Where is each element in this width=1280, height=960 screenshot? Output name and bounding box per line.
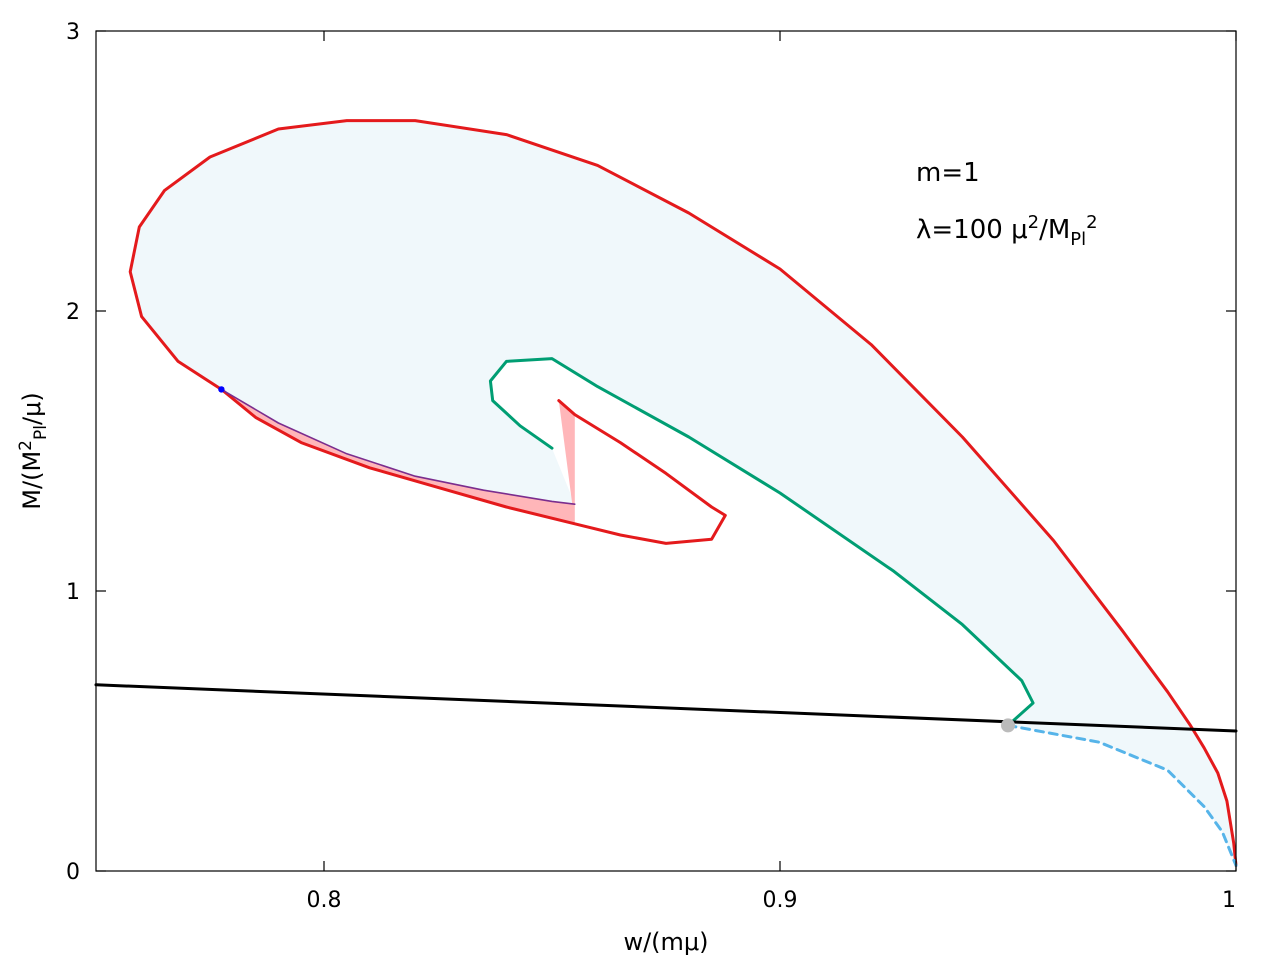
y-axis-label: M/(M2Pl/μ) [16, 392, 51, 509]
y-axis-label-pre: M/(M [18, 451, 46, 510]
shaded-region [130, 120, 1237, 866]
y-axis-label-sup: 2 [16, 440, 36, 451]
annotation-lambda-part-3: /M [1039, 215, 1070, 245]
annotation-lambda: λ=100 μ2/MPl2 [916, 212, 1098, 250]
gray-point [1001, 718, 1015, 733]
y-tick-label-0: 0 [66, 860, 80, 885]
fill-regions [130, 120, 1237, 866]
y-tick-label-1: 1 [66, 580, 80, 605]
blue-point [218, 386, 225, 393]
x-tick-label-1: 0.9 [763, 888, 798, 913]
series-red-outer [128, 119, 1238, 867]
series-red-inner [219, 387, 727, 545]
series-purple [220, 388, 576, 505]
point-markers [218, 386, 1015, 733]
axis-ticks: 0.8 0.9 1 0 1 2 3 [66, 20, 1237, 913]
x-tick-label-2: 1 [1222, 888, 1236, 913]
series-lines [94, 119, 1238, 867]
x-tick-label-0: 0.8 [307, 888, 342, 913]
annotation-lambda-part-5: 2 [1086, 212, 1097, 233]
series-green [488, 357, 1035, 727]
annotation-m: m=1 [916, 158, 980, 188]
pink-region [221, 389, 575, 524]
annotation-lambda-part-2: 2 [1028, 212, 1039, 233]
annotation-lambda-part-4: Pl [1070, 229, 1086, 250]
annotation-lambda-part-1: λ=100 μ [916, 215, 1028, 245]
y-tick-label-3: 3 [66, 20, 80, 45]
series-black [94, 683, 1238, 733]
x-axis-label: w/(mμ) [623, 928, 708, 956]
y-tick-label-2: 2 [66, 300, 80, 325]
plot-frame [95, 30, 1237, 872]
series-dashed [1006, 723, 1238, 867]
y-axis-label-sub: Pl [31, 425, 51, 440]
y-axis-label-post: /μ) [18, 392, 46, 425]
